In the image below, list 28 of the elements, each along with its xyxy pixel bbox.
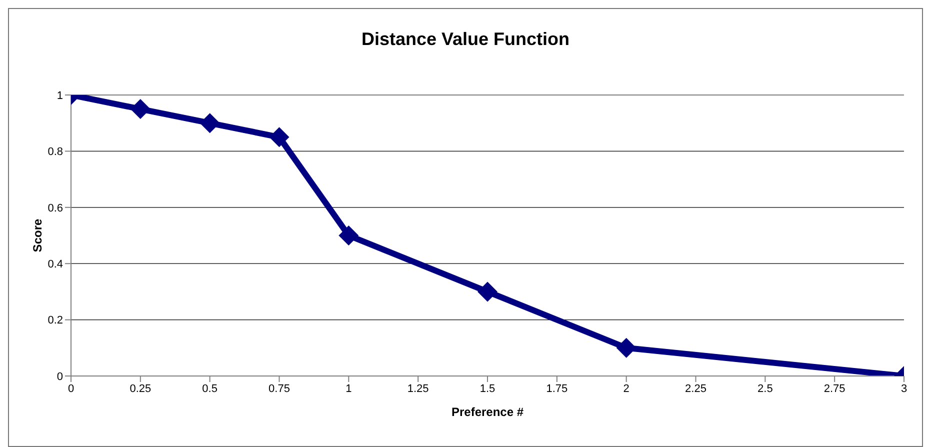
x-tick-label: 0.5: [202, 382, 218, 395]
y-tick-label: 0: [56, 370, 63, 383]
x-tick-label: 2: [623, 382, 630, 395]
x-tick-label: 0.25: [130, 382, 152, 395]
point: [130, 99, 150, 120]
x-tick-label: 3: [900, 382, 908, 395]
point: [616, 338, 636, 358]
point: [269, 127, 290, 148]
x-tick-label: 2.5: [758, 382, 773, 395]
x-tick-label: 2.75: [824, 382, 846, 395]
point: [478, 282, 498, 302]
chart-title: Distance Value Function: [360, 29, 571, 50]
x-tick-label: 1: [346, 382, 352, 395]
x-tick-label: 2.25: [685, 382, 706, 395]
x-tick-label: 0.75: [268, 382, 290, 395]
x-tick-label: 1.25: [407, 382, 429, 395]
y-tick-label: 0.2: [48, 314, 63, 327]
y-tick-label: 0.4: [48, 258, 63, 271]
y-tick-label: 0.8: [48, 146, 63, 158]
x-tick-label: 1.75: [546, 382, 568, 395]
x-axis-title: Preference #: [451, 405, 524, 419]
y-tick-label: 1: [56, 90, 63, 102]
y-tick-label: 0.6: [48, 202, 63, 214]
y-axis-title: Score: [30, 218, 44, 252]
x-tick-label: 0: [68, 382, 74, 395]
point: [338, 226, 359, 246]
x-tick-label: 1.5: [480, 382, 496, 395]
point: [200, 113, 220, 134]
